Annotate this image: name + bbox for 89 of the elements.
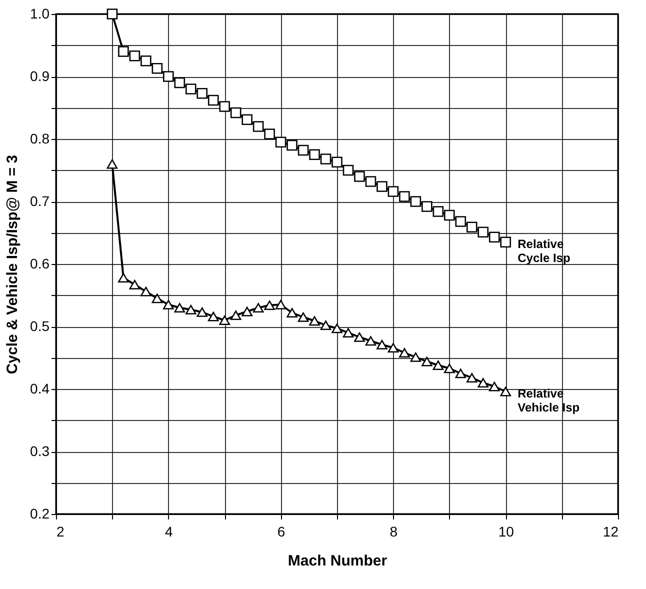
point [152, 62, 163, 74]
x-tick-label: 2 [56, 524, 64, 540]
point [286, 140, 298, 151]
point [129, 280, 140, 290]
point [252, 302, 264, 313]
point [466, 222, 478, 233]
y-axis-title: Cycle & Vehicle Isp/Isp@ M = 3 [4, 154, 22, 374]
point [174, 302, 186, 313]
point [264, 128, 275, 140]
point [478, 378, 489, 388]
point [399, 191, 410, 202]
point [286, 308, 298, 318]
point [455, 216, 466, 227]
point [444, 210, 455, 221]
point [488, 382, 500, 392]
point [309, 149, 320, 160]
point [354, 332, 365, 342]
point [185, 304, 196, 314]
point [196, 88, 208, 99]
point [106, 8, 118, 20]
point [208, 94, 219, 106]
x-tick-label: 6 [277, 524, 286, 540]
point [500, 236, 511, 248]
y-tick-label: 0.5 [30, 318, 50, 334]
point [354, 171, 365, 182]
point [208, 312, 219, 322]
point [152, 294, 163, 304]
point [174, 77, 186, 88]
x-tick-label: 4 [165, 524, 173, 540]
point [376, 340, 388, 350]
point [332, 324, 342, 334]
point [118, 272, 129, 283]
y-tick-label: 0.6 [30, 256, 50, 272]
x-tick-label: 12 [602, 524, 619, 540]
y-tick-label: 0.3 [30, 443, 50, 459]
point [455, 368, 466, 378]
point [309, 316, 320, 326]
y-tick-label: 0.9 [30, 68, 50, 84]
point [230, 107, 242, 118]
point [432, 360, 444, 370]
point [410, 196, 422, 207]
point [466, 372, 478, 383]
point [163, 71, 174, 82]
point [298, 144, 309, 156]
point [399, 348, 410, 358]
point [365, 176, 376, 187]
y-tick-label: 0.7 [30, 193, 50, 209]
y-tick-label: 0.4 [30, 380, 50, 396]
point [410, 352, 422, 362]
point [320, 320, 332, 330]
point [219, 315, 230, 326]
x-axis-title: Mach Number [288, 552, 388, 570]
x-tick-label: 10 [498, 524, 514, 540]
point [388, 342, 399, 353]
point [478, 226, 489, 238]
point [140, 286, 152, 296]
point [275, 300, 286, 310]
point [252, 121, 264, 132]
point [500, 386, 511, 396]
point [140, 55, 152, 66]
point [444, 364, 455, 374]
y-tick-label: 0.2 [30, 506, 50, 522]
point [275, 136, 286, 148]
point [320, 154, 332, 164]
y-tick-label: 0.8 [30, 130, 50, 146]
point [118, 46, 129, 57]
point [129, 50, 140, 62]
point [185, 84, 196, 94]
point [106, 159, 118, 169]
point [230, 310, 242, 320]
point [342, 164, 354, 176]
point [422, 356, 432, 366]
point [488, 232, 500, 243]
x-tick-label: 8 [390, 524, 398, 540]
point [422, 201, 432, 212]
point [388, 186, 399, 197]
point [376, 181, 388, 192]
point [298, 312, 309, 322]
point [365, 336, 376, 346]
y-tick-label: 1.0 [30, 6, 50, 22]
point [342, 328, 354, 338]
point [332, 156, 342, 168]
point [219, 101, 230, 112]
point [163, 300, 174, 310]
point [242, 114, 252, 126]
point [432, 206, 444, 217]
point [196, 307, 208, 317]
point [264, 300, 275, 310]
point [242, 306, 252, 316]
